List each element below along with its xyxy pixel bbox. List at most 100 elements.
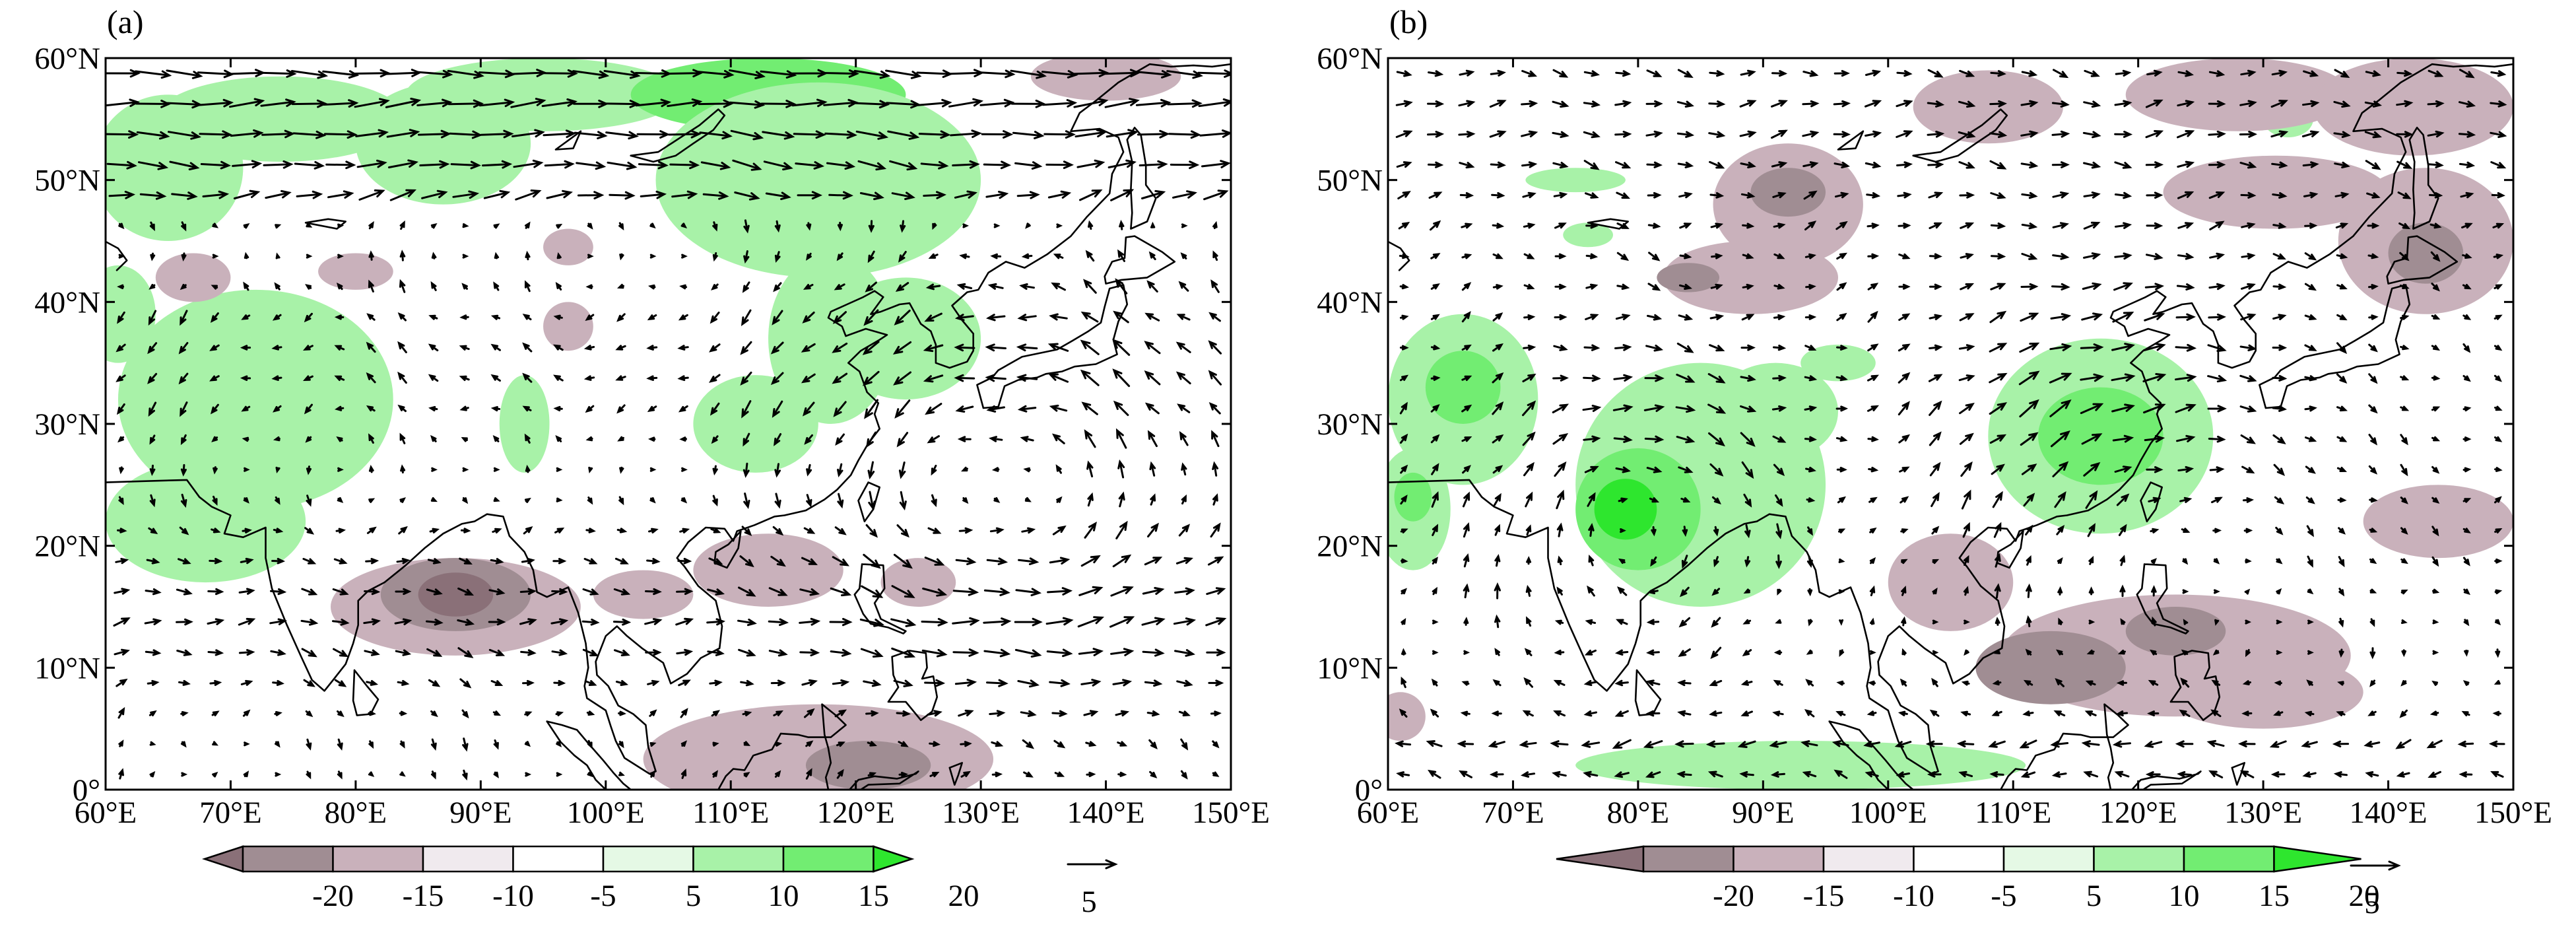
wind-vector xyxy=(1772,435,1787,443)
wind-vector xyxy=(1989,343,2008,353)
wind-vector xyxy=(801,343,816,353)
wind-vector xyxy=(1959,69,1975,77)
wind-vector xyxy=(1740,192,1756,199)
coastline-path xyxy=(1996,530,2024,569)
wind-vector xyxy=(2144,741,2163,748)
wind-vector xyxy=(1117,771,1127,777)
wind-vector xyxy=(1526,616,1532,627)
wind-vector xyxy=(743,741,751,746)
wind-vector xyxy=(396,557,411,565)
wind-vector xyxy=(618,771,625,776)
wind-vector xyxy=(2335,223,2349,229)
wind-vector xyxy=(1836,282,1847,291)
wind-vector xyxy=(274,711,282,716)
wind-vector xyxy=(417,129,451,139)
wind-vector xyxy=(209,679,222,686)
wind-vector xyxy=(1989,100,2007,108)
wind-vector xyxy=(2397,191,2412,199)
wind-vector xyxy=(2026,615,2032,627)
wind-vector xyxy=(304,527,315,535)
wind-vector xyxy=(291,99,328,108)
wind-vector xyxy=(2021,191,2038,199)
wind-vector xyxy=(1707,403,1727,414)
wind-vector xyxy=(2245,649,2251,658)
lat-tick-label: 40°N xyxy=(34,285,100,320)
wind-vector xyxy=(1677,69,1694,78)
wind-vector xyxy=(397,312,407,322)
wind-vector xyxy=(358,189,385,201)
wind-vector xyxy=(1180,252,1187,259)
wind-vector xyxy=(770,372,784,386)
wind-vector xyxy=(301,588,318,596)
wind-vector xyxy=(272,314,282,321)
wind-vector xyxy=(387,159,419,168)
wind-vector xyxy=(244,467,250,472)
wind-vector xyxy=(2431,497,2440,504)
wind-vector xyxy=(929,771,940,778)
wind-vector xyxy=(773,282,782,292)
wind-vector xyxy=(1648,252,1661,261)
wind-vector xyxy=(1083,279,1097,294)
coastline-path xyxy=(2140,481,2163,522)
shaded-anomaly-region xyxy=(805,741,931,790)
wind-vector xyxy=(1740,405,1757,413)
wind-vector xyxy=(1958,100,1976,108)
wind-vector xyxy=(614,557,629,565)
wind-vector xyxy=(2494,528,2503,533)
wind-vector xyxy=(209,558,223,565)
wind-vector xyxy=(1178,524,1191,537)
coastline-path xyxy=(848,771,919,790)
wind-vector xyxy=(1086,771,1096,778)
wind-vector xyxy=(740,341,752,355)
wind-vector xyxy=(1742,619,1752,625)
wind-vector xyxy=(2494,589,2503,595)
wind-vector xyxy=(522,372,533,383)
wind-vector xyxy=(2119,555,2126,566)
wind-vector xyxy=(115,557,129,565)
wind-vector xyxy=(1771,161,1788,168)
wind-vector xyxy=(331,619,350,626)
wind-vector xyxy=(793,130,826,139)
wind-vector xyxy=(923,374,944,383)
wind-vector xyxy=(2307,555,2313,568)
wind-vector xyxy=(743,493,750,509)
wind-vector xyxy=(1051,710,1068,717)
wind-vector xyxy=(1899,466,1910,473)
wind-vector xyxy=(1431,491,1439,508)
wind-vector xyxy=(887,130,920,140)
wind-vector xyxy=(1043,130,1076,139)
wind-vector xyxy=(113,617,131,627)
lat-tick-label: 30°N xyxy=(34,407,100,442)
wind-vector xyxy=(416,69,453,79)
wind-vector xyxy=(1401,618,1406,625)
wind-vector xyxy=(993,223,1001,228)
wind-vector xyxy=(1399,374,1409,382)
wind-vector xyxy=(512,129,545,138)
wind-vector xyxy=(1494,524,1501,536)
wind-vector xyxy=(428,314,438,320)
wind-vector xyxy=(1137,129,1170,139)
wind-vector xyxy=(117,284,125,289)
wind-vector xyxy=(230,129,264,138)
wind-vector xyxy=(1458,100,1476,107)
colorbar-label: 5 xyxy=(2086,879,2102,913)
wind-vector xyxy=(2019,739,2037,749)
wind-vector xyxy=(200,160,231,170)
wind-vector xyxy=(2272,192,2288,199)
wind-vector xyxy=(2117,650,2126,655)
shading-layer xyxy=(1388,58,2513,790)
wind-vector xyxy=(1615,619,1628,625)
wind-vector xyxy=(490,374,501,382)
wind-vector xyxy=(1929,253,1942,259)
wind-vector xyxy=(1212,493,1218,506)
wind-vector xyxy=(2494,436,2503,442)
wind-vector xyxy=(618,740,624,749)
wind-vector xyxy=(2238,740,2256,747)
shaded-anomaly-region xyxy=(1800,344,1876,382)
wind-vector xyxy=(1929,431,1942,446)
wind-vector xyxy=(1557,555,1563,566)
wind-vector xyxy=(2304,314,2317,320)
wind-vector xyxy=(2241,222,2256,229)
wind-vector xyxy=(1777,588,1782,596)
